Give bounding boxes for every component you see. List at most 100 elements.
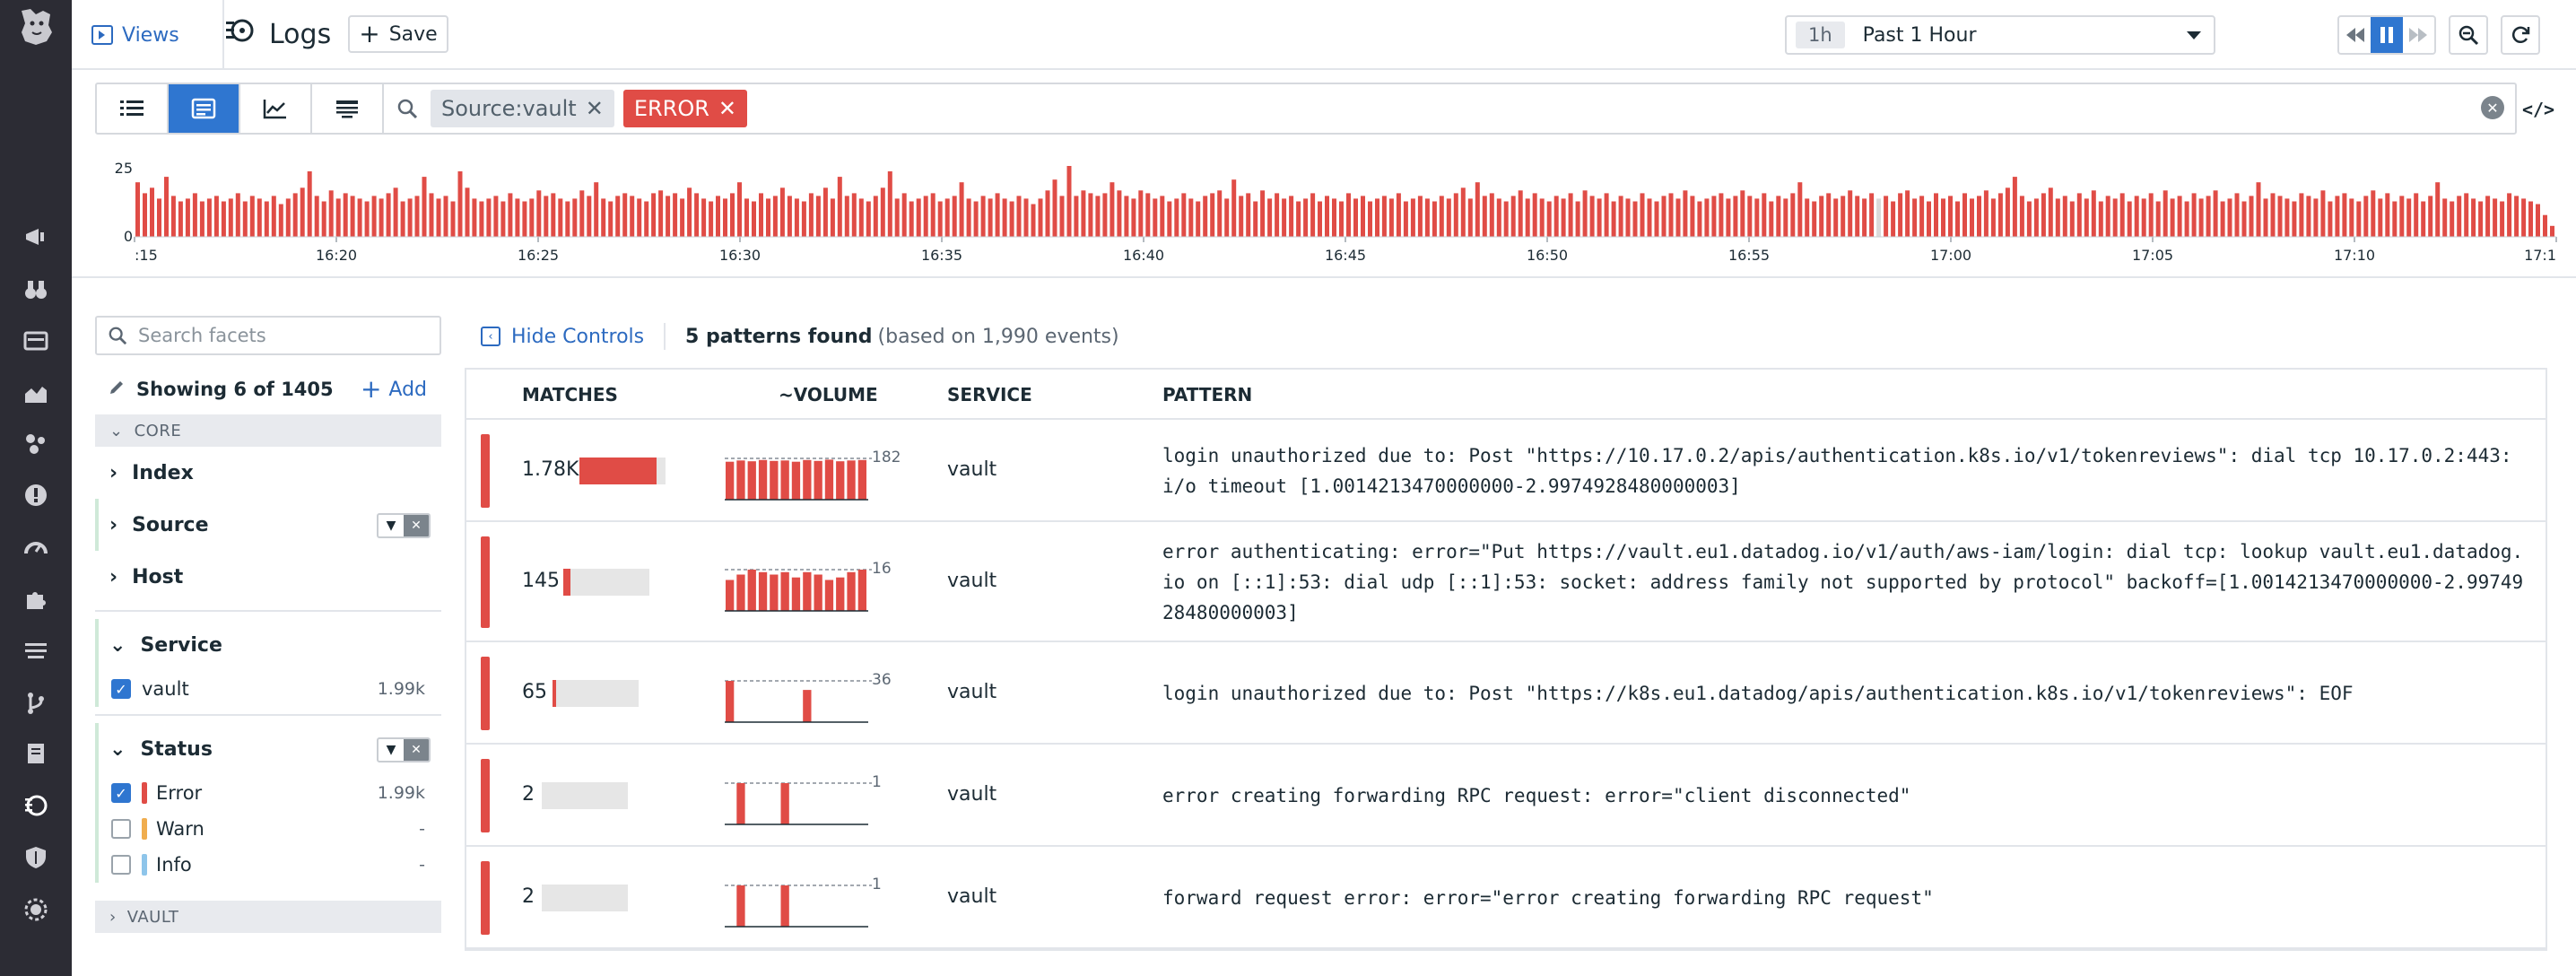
histogram-bar[interactable] xyxy=(601,198,606,237)
histogram-bar[interactable] xyxy=(1203,196,1208,237)
histogram-bar[interactable] xyxy=(2270,193,2276,237)
histogram-bar[interactable] xyxy=(2256,182,2261,237)
histogram-bar[interactable] xyxy=(1812,201,1817,238)
histogram-bar[interactable] xyxy=(436,198,441,237)
facet-header[interactable]: › Host xyxy=(99,551,441,603)
histogram-bar[interactable] xyxy=(2414,193,2419,237)
histogram-bar[interactable] xyxy=(2435,182,2441,237)
histogram-bar[interactable] xyxy=(944,198,950,237)
histogram-bar[interactable] xyxy=(916,198,921,237)
histogram-bar[interactable] xyxy=(1962,193,1967,237)
histogram-bar[interactable] xyxy=(2148,193,2154,237)
timeseries-view-button[interactable] xyxy=(240,84,312,133)
histogram-bar[interactable] xyxy=(2442,198,2448,237)
histogram-bar[interactable] xyxy=(2406,198,2412,237)
histogram-bar[interactable] xyxy=(1855,196,1860,237)
histogram-bar[interactable] xyxy=(2277,196,2283,237)
close-icon[interactable]: ✕ xyxy=(718,96,737,121)
histogram-bar[interactable] xyxy=(1361,196,1365,237)
histogram-bar[interactable] xyxy=(529,198,535,237)
histogram-bar[interactable] xyxy=(1597,198,1602,237)
histogram-bar[interactable] xyxy=(565,201,570,238)
histogram-bar[interactable] xyxy=(292,193,298,237)
histogram-bar[interactable] xyxy=(343,193,348,237)
histogram-bar[interactable] xyxy=(952,196,957,237)
histogram-bar[interactable] xyxy=(1539,198,1545,237)
histogram-bar[interactable] xyxy=(1102,193,1108,237)
histogram-bar[interactable] xyxy=(1196,201,1201,238)
histogram-bar[interactable] xyxy=(242,201,248,238)
histogram-bar[interactable] xyxy=(1568,193,1573,237)
histogram-bar[interactable] xyxy=(2521,198,2527,237)
histogram-bar[interactable] xyxy=(2421,201,2426,238)
patterns-view-button[interactable] xyxy=(169,84,240,133)
histogram-bar[interactable] xyxy=(1289,196,1294,237)
histogram-bar[interactable] xyxy=(2493,198,2498,237)
histogram-bar[interactable] xyxy=(1912,198,1918,237)
facet-header[interactable]: ⌄ Service xyxy=(99,619,441,671)
histogram-bar[interactable] xyxy=(930,193,936,237)
histogram-bar[interactable] xyxy=(1740,190,1745,237)
histogram-bar[interactable] xyxy=(307,171,312,237)
histogram-bar[interactable] xyxy=(651,193,657,237)
histogram-bar[interactable] xyxy=(1275,193,1280,237)
histogram-bar[interactable] xyxy=(1325,196,1329,237)
histogram-bar[interactable] xyxy=(1575,201,1580,238)
checkbox[interactable] xyxy=(111,819,131,839)
histogram-bar[interactable] xyxy=(2392,201,2398,238)
histogram-bar[interactable] xyxy=(673,193,678,237)
histogram-bar[interactable] xyxy=(752,201,756,238)
histogram-bar[interactable] xyxy=(228,198,233,237)
histogram-bar[interactable] xyxy=(1546,201,1552,238)
histogram-bar[interactable] xyxy=(1303,198,1309,237)
histogram-bar[interactable] xyxy=(1489,193,1494,237)
checkbox[interactable]: ✓ xyxy=(111,679,131,699)
histogram-bar[interactable] xyxy=(1532,193,1537,237)
histogram-bar[interactable] xyxy=(558,198,563,237)
histogram-bar[interactable] xyxy=(1589,196,1595,237)
histogram-bar[interactable] xyxy=(285,198,291,237)
histogram-bar[interactable] xyxy=(1711,196,1717,237)
facet-value-info[interactable]: Info - xyxy=(99,847,441,883)
histogram-bar[interactable] xyxy=(1439,196,1444,237)
histogram-bar[interactable] xyxy=(1188,198,1194,237)
histogram-bar[interactable] xyxy=(1776,196,1781,237)
histogram-bar[interactable] xyxy=(794,198,799,237)
histogram-bar[interactable] xyxy=(1661,196,1667,237)
histogram-bar[interactable] xyxy=(1138,190,1144,237)
histogram-bar[interactable] xyxy=(1446,198,1451,237)
histogram-bar[interactable] xyxy=(630,196,635,237)
notebook-icon[interactable] xyxy=(20,737,52,770)
histogram-bar[interactable] xyxy=(1955,201,1960,238)
histogram-bar[interactable] xyxy=(393,187,398,237)
histogram-bar[interactable] xyxy=(1697,201,1702,238)
histogram-bar[interactable] xyxy=(1239,196,1244,237)
histogram-bar[interactable] xyxy=(1927,201,1931,238)
histogram-bar[interactable] xyxy=(1668,193,1674,237)
histogram-bar[interactable] xyxy=(637,198,642,237)
histogram-bar[interactable] xyxy=(723,198,727,237)
histogram-bar[interactable] xyxy=(2485,196,2491,237)
histogram-bar[interactable] xyxy=(2206,196,2211,237)
pause-button[interactable] xyxy=(2371,17,2403,53)
histogram-bar[interactable] xyxy=(2342,193,2347,237)
histogram-bar[interactable] xyxy=(1618,196,1623,237)
histogram-bar[interactable] xyxy=(1941,198,1945,237)
histogram-bar[interactable] xyxy=(1496,198,1501,237)
histogram-bar[interactable] xyxy=(894,198,900,237)
histogram-bar[interactable] xyxy=(2033,198,2039,237)
histogram-bar[interactable] xyxy=(221,201,226,238)
gauge-icon[interactable] xyxy=(20,531,52,563)
histogram-bar[interactable] xyxy=(170,196,176,237)
histogram-bar[interactable] xyxy=(1990,198,1996,237)
histogram-bar[interactable] xyxy=(328,190,334,237)
histogram-bar[interactable] xyxy=(206,198,212,237)
histogram-bar[interactable] xyxy=(150,187,154,237)
histogram-bar[interactable] xyxy=(1368,201,1372,238)
histogram-bar[interactable] xyxy=(2119,193,2125,237)
histogram-bar[interactable] xyxy=(551,193,556,237)
close-icon[interactable]: ✕ xyxy=(585,96,604,121)
histogram-bar[interactable] xyxy=(808,193,814,237)
histogram-bar[interactable] xyxy=(866,201,871,238)
histogram-bar[interactable] xyxy=(1045,190,1050,237)
